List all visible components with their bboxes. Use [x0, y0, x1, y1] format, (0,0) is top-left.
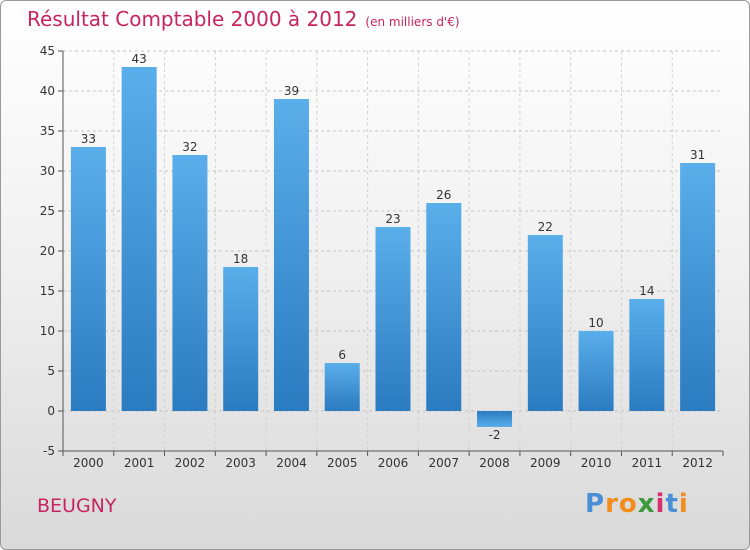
value-label-2011: 14: [639, 284, 654, 298]
value-label-2007: 26: [436, 188, 451, 202]
bar-2012: [680, 163, 716, 411]
bar-2003: [223, 267, 259, 411]
chart-title: Résultat Comptable 2000 à 2012 (en millie…: [27, 7, 460, 31]
value-label-2001: 43: [132, 52, 147, 66]
y-tick-label: 10: [40, 324, 55, 338]
x-tick-label-2006: 2006: [378, 456, 409, 470]
y-tick-label: 45: [40, 44, 55, 58]
logo-letter: t: [665, 489, 679, 519]
x-tick-label-2003: 2003: [225, 456, 256, 470]
value-label-2012: 31: [690, 148, 705, 162]
value-label-2010: 10: [588, 316, 603, 330]
value-label-2004: 39: [284, 84, 299, 98]
x-tick-label-2008: 2008: [479, 456, 510, 470]
value-labels: 33 43 32 18 39 6 23 26 -2 22 10 14 31: [81, 52, 706, 442]
x-tick-labels: 2000 2001 2002 2003 2004 2005 2006 2007 2008 2009…: [73, 456, 713, 470]
logo-letter: r: [605, 489, 619, 519]
y-tick-label: 5: [47, 364, 55, 378]
x-tick-label-2009: 2009: [530, 456, 561, 470]
x-tick-label-2012: 2012: [682, 456, 713, 470]
y-tick-label: -5: [43, 444, 55, 458]
x-tick-label-2000: 2000: [73, 456, 104, 470]
logo-letter: P: [585, 489, 606, 519]
y-tick-label: 0: [47, 404, 55, 418]
y-tick-label: 40: [40, 84, 55, 98]
bar-2011: [629, 299, 665, 411]
bar-2007: [426, 203, 462, 411]
bar-2008: [477, 411, 513, 427]
x-tick-label-2011: 2011: [632, 456, 663, 470]
bar-2009: [527, 235, 563, 411]
x-tick-label-2005: 2005: [327, 456, 358, 470]
bars: [70, 67, 716, 427]
value-label-2006: 23: [385, 212, 400, 226]
bar-2004: [273, 99, 309, 411]
y-tick-label: 20: [40, 244, 55, 258]
chart-title-text: Résultat Comptable 2000 à 2012: [27, 7, 358, 31]
bar-2006: [375, 227, 411, 411]
value-label-2008: -2: [489, 428, 501, 442]
bar-2002: [172, 155, 208, 411]
value-label-2002: 32: [182, 140, 197, 154]
bar-2001: [121, 67, 157, 411]
value-label-2005: 6: [338, 348, 346, 362]
value-label-2000: 33: [81, 132, 96, 146]
axes: [58, 50, 724, 456]
logo-letter: i: [678, 489, 689, 519]
x-tick-label-2002: 2002: [175, 456, 206, 470]
chart-subtitle: (en milliers d'€): [365, 15, 460, 29]
x-tick-label-2001: 2001: [124, 456, 155, 470]
value-label-2003: 18: [233, 252, 248, 266]
logo-letter: x: [637, 489, 656, 519]
x-tick-label-2007: 2007: [428, 456, 459, 470]
y-tick-label: 30: [40, 164, 55, 178]
y-tick-label: 25: [40, 204, 55, 218]
y-tick-label: 15: [40, 284, 55, 298]
logo-letter: i: [655, 489, 666, 519]
proxiti-logo: Proxiti: [585, 489, 689, 519]
value-label-2009: 22: [538, 220, 553, 234]
logo-letter: o: [618, 489, 638, 519]
bar-2000: [70, 147, 106, 411]
x-tick-label-2004: 2004: [276, 456, 307, 470]
bar-2005: [324, 363, 360, 411]
x-tick-label-2010: 2010: [581, 456, 612, 470]
y-tick-label: 35: [40, 124, 55, 138]
commune-name: BEUGNY: [37, 495, 117, 517]
y-tick-labels: -5 0 5 10 15 20 25 30 35 40 45: [40, 44, 55, 458]
bar-2010: [578, 331, 614, 411]
